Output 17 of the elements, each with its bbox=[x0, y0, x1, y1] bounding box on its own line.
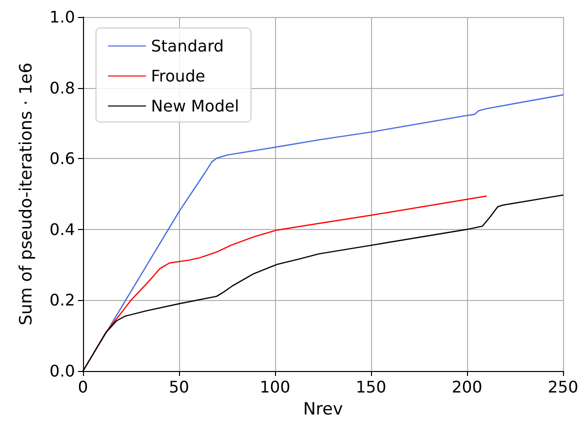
y-axis-title: Sum of pseudo-iterations · 1e6 bbox=[16, 62, 36, 326]
legend-label: New Model bbox=[151, 96, 240, 116]
legend-label: Froude bbox=[151, 66, 206, 86]
x-tick-label: 50 bbox=[168, 378, 190, 396]
x-tick-label: 200 bbox=[452, 378, 482, 396]
x-tick-label: 150 bbox=[356, 378, 386, 396]
y-tick-label: 0.2 bbox=[50, 290, 75, 310]
y-tick-label: 1.0 bbox=[50, 8, 75, 26]
x-axis-title: Nrev bbox=[303, 400, 343, 420]
y-tick-label: 0.4 bbox=[50, 220, 75, 239]
x-tick-label: 0 bbox=[78, 378, 88, 396]
y-tick-label: 0.8 bbox=[50, 78, 75, 98]
x-tick-label: 100 bbox=[260, 378, 290, 396]
legend-label: Standard bbox=[151, 36, 224, 56]
y-tick-label: 0.0 bbox=[50, 362, 75, 380]
y-tick-label: 0.6 bbox=[50, 149, 75, 168]
x-tick-label: 250 bbox=[548, 378, 578, 396]
